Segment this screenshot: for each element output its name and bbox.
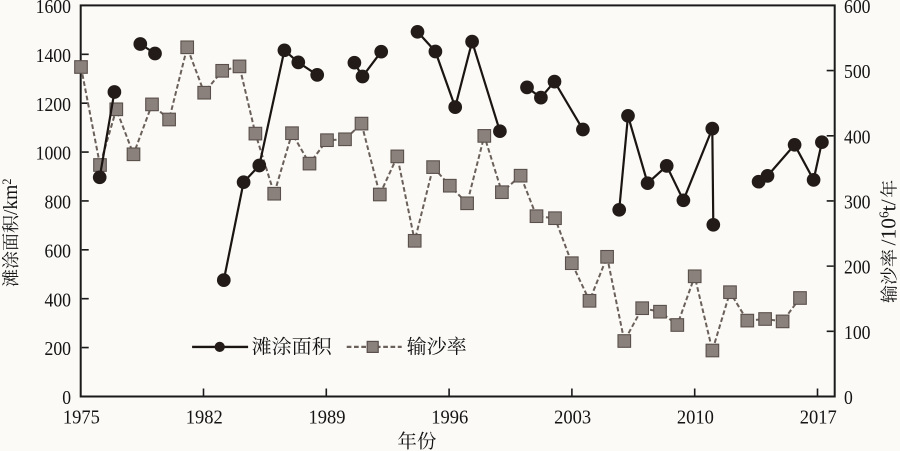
svg-text:500: 500 — [844, 61, 871, 83]
svg-text:400: 400 — [45, 289, 72, 311]
svg-text:800: 800 — [45, 192, 72, 214]
svg-text:0: 0 — [844, 387, 853, 409]
svg-text:1989: 1989 — [309, 407, 346, 429]
svg-text:1000: 1000 — [36, 143, 71, 165]
svg-text:2010: 2010 — [677, 407, 714, 429]
svg-text:1600: 1600 — [36, 0, 71, 18]
svg-text:600: 600 — [45, 240, 72, 262]
svg-text:/106t/: /106t/ — [877, 199, 900, 245]
svg-text:1975: 1975 — [63, 407, 100, 429]
svg-text:200: 200 — [844, 257, 871, 279]
svg-text:1400: 1400 — [36, 45, 71, 67]
svg-text:1982: 1982 — [186, 407, 223, 429]
svg-text:1996: 1996 — [431, 407, 468, 429]
svg-text:0: 0 — [62, 387, 71, 409]
svg-text:400: 400 — [844, 126, 871, 148]
svg-text:100: 100 — [844, 322, 871, 344]
svg-text:/km2: /km2 — [0, 179, 22, 215]
svg-text:1200: 1200 — [36, 94, 71, 116]
svg-text:600: 600 — [844, 0, 871, 18]
svg-text:2003: 2003 — [554, 407, 591, 429]
svg-text:200: 200 — [45, 338, 72, 360]
svg-text:300: 300 — [844, 192, 871, 214]
svg-text:2017: 2017 — [800, 407, 837, 429]
